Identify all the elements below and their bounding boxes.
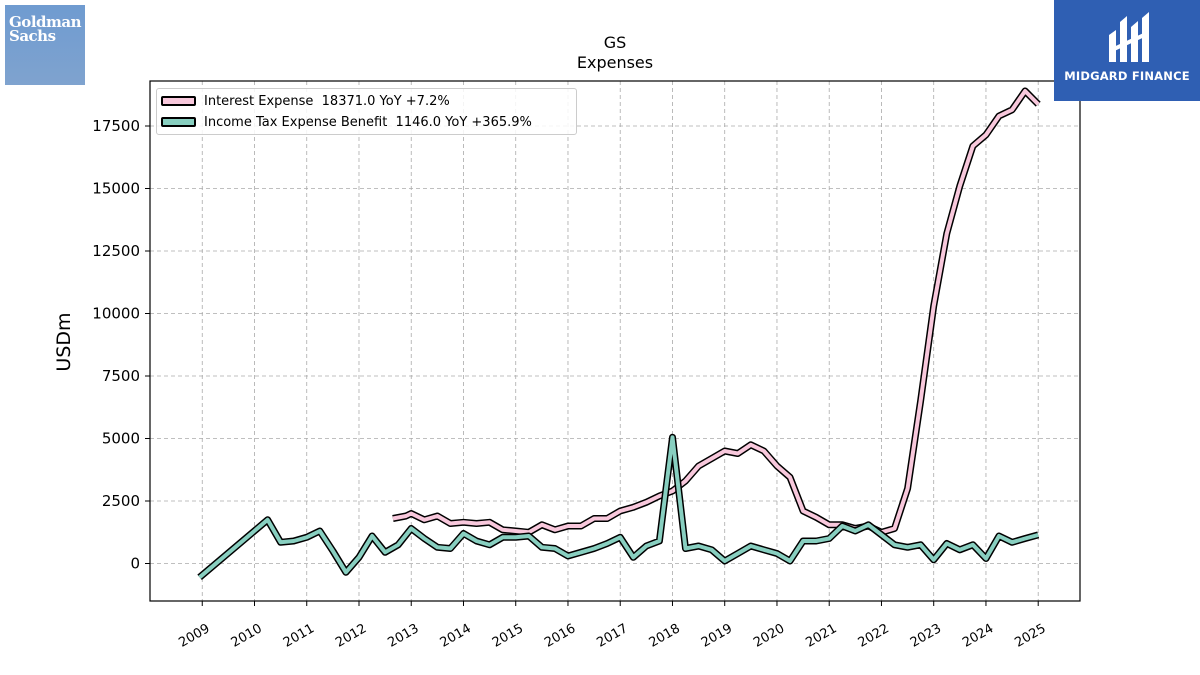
- x-tick-label: 2012: [333, 621, 369, 651]
- y-tick-label: 5000: [102, 430, 140, 448]
- x-tick-label: 2014: [438, 621, 474, 651]
- x-tick-label: 2020: [751, 621, 787, 651]
- x-tick-label: 2024: [960, 621, 996, 651]
- x-tick-label: 2016: [542, 621, 578, 651]
- legend-label-interest-expense: Interest Expense 18371.0 YoY +7.2%: [204, 93, 450, 109]
- x-tick-label: 2023: [908, 621, 944, 651]
- x-tick-label: 2015: [490, 621, 526, 651]
- midgard-emblem-icon: [1109, 12, 1149, 62]
- x-tick-label: 2013: [385, 621, 421, 651]
- y-tick-label: 7500: [102, 367, 140, 385]
- series-1: [197, 433, 1040, 580]
- x-tick-label: 2011: [281, 621, 317, 651]
- y-tick-label: 15000: [92, 180, 140, 198]
- y-tick-label: 2500: [102, 492, 140, 510]
- series-line: [392, 89, 1040, 535]
- series-lines: [197, 87, 1041, 580]
- goldman-sachs-logo: Goldman Sachs: [5, 5, 85, 85]
- midgard-finance-logo: MIDGARD FINANCE: [1054, 0, 1200, 101]
- grid-lines: [150, 81, 1080, 601]
- y-tick-label: 17500: [92, 117, 140, 135]
- chart-legend: Interest Expense 18371.0 YoY +7.2% Incom…: [156, 88, 577, 135]
- y-axis-ticks: 0 2500 5000 7500 10000 12500 15000 17500: [92, 117, 150, 573]
- y-tick-label: 12500: [92, 242, 140, 260]
- series-line: [198, 435, 1039, 579]
- legend-label-income-tax: Income Tax Expense Benefit 1146.0 YoY +3…: [204, 114, 532, 130]
- x-axis-ticks: 2009 2010 2011 2012 2013 2014 2015 2016 2017 2018…: [176, 601, 1049, 651]
- logo-text-line1: Goldman: [9, 13, 82, 31]
- x-tick-label: 2025: [1012, 621, 1048, 651]
- series-line-outline: [392, 87, 1041, 536]
- legend-swatch-income-tax: [161, 117, 196, 127]
- x-tick-label: 2009: [176, 621, 212, 651]
- x-tick-label: 2018: [647, 621, 683, 651]
- logo-text-line2: Sachs: [9, 27, 56, 45]
- y-tick-label: 0: [130, 555, 140, 573]
- x-tick-label: 2017: [594, 621, 630, 651]
- chart-subtitle: Expenses: [577, 53, 653, 72]
- x-tick-label: 2019: [699, 621, 735, 651]
- y-tick-label: 10000: [92, 305, 140, 323]
- series-0: [392, 87, 1041, 536]
- y-axis-label: USDm: [53, 312, 75, 371]
- legend-swatch-interest-expense: [161, 96, 196, 106]
- x-tick-label: 2021: [803, 621, 839, 651]
- plot-frame: [149, 80, 1081, 602]
- chart-title: GS: [604, 33, 627, 52]
- x-tick-label: 2022: [856, 621, 892, 651]
- midgard-finance-text: MIDGARD FINANCE: [1064, 69, 1190, 83]
- x-tick-label: 2010: [229, 621, 265, 651]
